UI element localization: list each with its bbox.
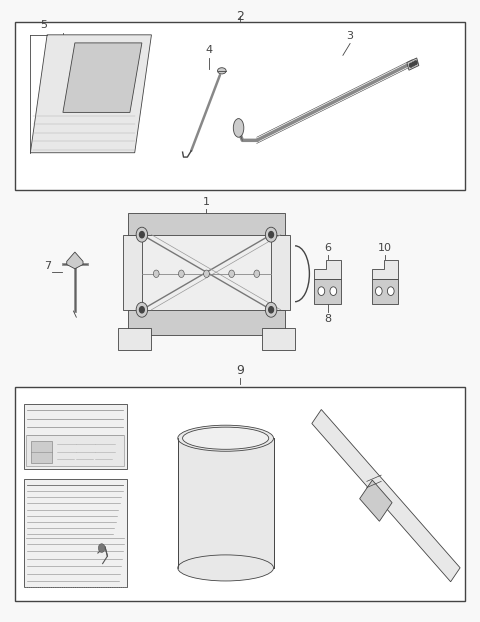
Circle shape [140,307,144,313]
Polygon shape [372,279,398,304]
Circle shape [375,287,382,295]
Circle shape [140,231,144,238]
Circle shape [254,270,260,277]
Bar [137,215,279,322]
Polygon shape [63,43,142,113]
Circle shape [330,287,336,295]
Text: 6: 6 [324,243,331,253]
Polygon shape [314,260,340,279]
Circle shape [265,227,277,242]
Text: 1: 1 [203,197,210,207]
Ellipse shape [178,425,274,451]
Text: 3: 3 [347,31,354,41]
Circle shape [265,302,277,317]
Circle shape [412,62,415,66]
Polygon shape [118,328,152,350]
Text: 2: 2 [236,10,244,23]
Polygon shape [128,310,286,335]
Text: 10: 10 [378,243,392,253]
Circle shape [269,231,274,238]
Circle shape [204,270,209,277]
Polygon shape [312,409,460,582]
Polygon shape [30,35,152,153]
Ellipse shape [233,119,244,137]
Ellipse shape [182,427,269,449]
Polygon shape [128,213,286,234]
Text: 9: 9 [236,364,244,378]
Text: 4: 4 [205,45,213,55]
Circle shape [318,287,324,295]
Bar [15,22,465,190]
Circle shape [179,270,184,277]
Circle shape [154,270,159,277]
Polygon shape [262,328,295,350]
Circle shape [269,307,274,313]
Ellipse shape [217,68,226,74]
Circle shape [98,544,105,552]
Bar [407,58,419,70]
Polygon shape [123,234,142,310]
Bar [26,435,124,466]
Circle shape [387,287,394,295]
Circle shape [136,302,148,317]
Text: 7: 7 [44,261,51,271]
Circle shape [229,270,235,277]
Polygon shape [372,260,398,279]
Bar [24,478,127,587]
Polygon shape [31,442,52,463]
Circle shape [414,61,417,65]
Polygon shape [271,234,290,310]
Bar [360,480,392,521]
Text: 8: 8 [324,314,331,324]
Ellipse shape [178,555,274,581]
Polygon shape [67,252,83,269]
Circle shape [409,63,412,67]
Polygon shape [178,439,274,568]
Bar [24,404,127,469]
Polygon shape [314,279,340,304]
Circle shape [136,227,148,242]
Text: 5: 5 [40,21,47,30]
Bar [15,387,465,601]
